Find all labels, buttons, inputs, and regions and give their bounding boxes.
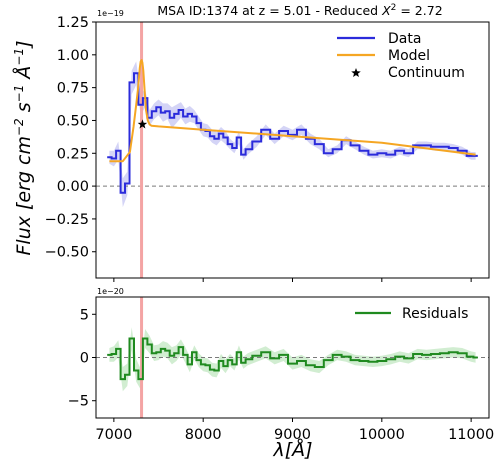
residual-y-ticks: 5 0 −5 xyxy=(68,307,96,410)
legend-model-label: Model xyxy=(388,48,430,64)
legend-residuals-label: Residuals xyxy=(402,306,468,322)
chart-title: MSA ID:1374 at z = 5.01 - Reduced X2 = 2… xyxy=(157,3,442,18)
legend-data-label: Data xyxy=(388,31,421,47)
spectrum-x-ticks xyxy=(113,278,472,282)
model-line xyxy=(109,59,476,163)
residual-error-band-area xyxy=(109,327,476,392)
spectrum-series xyxy=(107,59,478,194)
y-tick-label: 1.25 xyxy=(57,15,89,31)
residual-x-ticks: 7000 8000 9000 10000 11000 xyxy=(95,418,494,443)
x-tick-label: 10000 xyxy=(359,427,405,443)
y-tick-label: 0.25 xyxy=(57,146,89,162)
residual-line xyxy=(107,337,478,381)
y-tick-label: 0 xyxy=(80,351,89,367)
y-tick-label: −0.25 xyxy=(45,212,89,228)
x-tick-label: 8000 xyxy=(185,427,222,443)
residual-y-scale-label: 1e−20 xyxy=(97,287,124,296)
y-axis-label: Flux [erg cm−2 s−1 Å−1] xyxy=(12,40,35,255)
spectrum-panel: 1.25 1.00 0.75 0.50 0.25 0.00 −0.25 −0.50 1e−19… xyxy=(12,3,490,282)
y-tick-label: 0.50 xyxy=(57,113,89,129)
y-tick-label: 0.75 xyxy=(57,81,89,97)
residual-error-band xyxy=(109,327,476,392)
residual-series xyxy=(107,337,478,381)
x-tick-label: 7000 xyxy=(95,427,132,443)
spectrum-y-scale-label: 1e−19 xyxy=(97,9,124,18)
x-tick-label: 11000 xyxy=(448,427,494,443)
spectrum-y-ticks: 1.25 1.00 0.75 0.50 0.25 0.00 −0.25 −0.50 xyxy=(45,15,96,261)
x-tick-label: 9000 xyxy=(274,427,311,443)
y-tick-label: −0.50 xyxy=(45,245,89,261)
residuals-panel: 5 0 −5 7000 8000 9000 10000 11000 1e−20 Residu… xyxy=(68,287,495,461)
data-spectrum-line xyxy=(107,72,478,194)
y-tick-label: 1.00 xyxy=(57,48,89,64)
residual-legend: Residuals xyxy=(355,306,468,322)
legend-continuum-star-icon xyxy=(351,68,361,78)
legend-continuum-label: Continuum xyxy=(388,65,465,81)
y-tick-label: −5 xyxy=(68,394,89,410)
spectrum-legend: Data Model Continuum xyxy=(337,31,465,81)
y-tick-label: 0.00 xyxy=(57,179,89,195)
spectrum-axes-frame xyxy=(95,21,490,279)
continuum-star-marker xyxy=(137,119,148,129)
x-axis-label: λ[Å] xyxy=(272,438,312,461)
y-tick-label: 5 xyxy=(80,307,89,323)
